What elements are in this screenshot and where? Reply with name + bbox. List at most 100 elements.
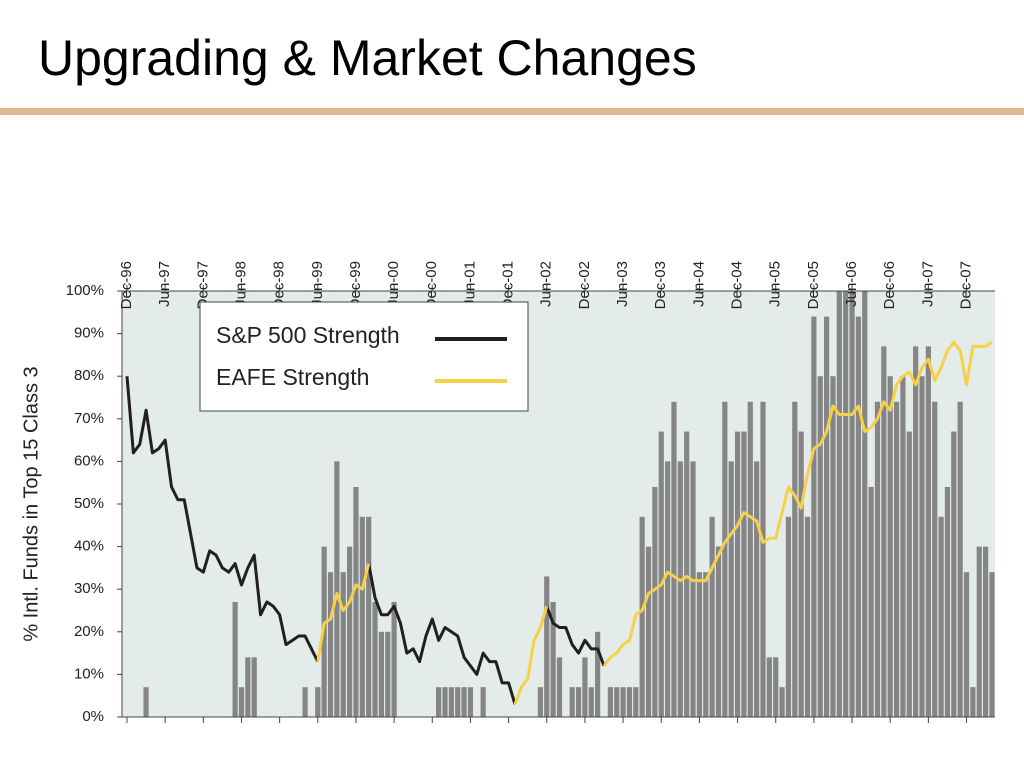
bar xyxy=(785,516,792,717)
bar xyxy=(938,516,944,717)
bar xyxy=(245,657,251,717)
y-tick-label: 20% xyxy=(74,623,104,640)
bar xyxy=(238,687,245,717)
x-tick-label: Jun-05 xyxy=(767,261,784,307)
bar xyxy=(455,687,461,717)
bar xyxy=(957,401,963,717)
y-tick-label: 80% xyxy=(74,367,104,384)
y-tick-label: 30% xyxy=(74,580,104,597)
line-series xyxy=(316,563,371,662)
bar xyxy=(302,687,308,717)
y-tick-label: 40% xyxy=(74,538,104,555)
bar xyxy=(970,687,976,717)
legend-label: S&P 500 Strength xyxy=(216,322,400,348)
bar xyxy=(919,376,925,717)
bar xyxy=(436,687,442,717)
bar xyxy=(340,572,346,717)
bar xyxy=(932,401,938,717)
bar xyxy=(385,631,391,717)
bar xyxy=(798,431,804,717)
bar xyxy=(652,486,658,717)
bar xyxy=(633,687,639,717)
bar xyxy=(372,601,378,717)
bar xyxy=(747,401,753,717)
x-tick-label: Dec-99 xyxy=(347,261,364,309)
x-tick-label: Jun-01 xyxy=(461,261,478,307)
x-tick-label: Jun-00 xyxy=(385,261,402,307)
x-tick-label: Jun-04 xyxy=(690,261,707,307)
x-tick-label: Dec-04 xyxy=(729,261,746,309)
bar xyxy=(944,486,951,717)
bar xyxy=(614,687,620,717)
x-tick-label: Jun-02 xyxy=(538,261,555,307)
y-tick-label: 90% xyxy=(74,325,104,342)
y-tick-label: 60% xyxy=(74,452,104,469)
bar xyxy=(887,376,893,717)
bar xyxy=(976,546,982,717)
bar xyxy=(811,316,817,717)
bar xyxy=(480,687,486,717)
bar xyxy=(830,376,836,717)
bar xyxy=(327,572,334,717)
bar xyxy=(232,601,238,717)
bar xyxy=(709,516,715,717)
x-tick-label: Jun-98 xyxy=(232,261,249,307)
title-rule xyxy=(0,108,1024,115)
bar xyxy=(544,576,550,717)
bar xyxy=(690,461,696,717)
bar xyxy=(715,546,722,717)
x-tick-label: Jun-99 xyxy=(309,261,326,307)
bar xyxy=(855,316,861,717)
line-series xyxy=(513,605,549,705)
y-axis-title: % Intl. Funds in Top 15 Class 3 xyxy=(20,366,42,641)
bar xyxy=(703,572,709,717)
bar xyxy=(607,687,613,717)
bar xyxy=(817,376,823,717)
bar xyxy=(448,687,454,717)
bar xyxy=(728,461,734,717)
bar xyxy=(893,401,900,717)
bar xyxy=(734,431,741,717)
bar xyxy=(467,687,474,717)
x-tick-label: Dec-06 xyxy=(881,261,898,309)
bar xyxy=(359,516,365,717)
bar xyxy=(874,401,881,717)
bar xyxy=(913,346,919,717)
bar xyxy=(696,572,702,717)
line-series xyxy=(367,563,517,705)
bar xyxy=(843,291,849,717)
bar xyxy=(804,516,811,717)
x-tick-label: Dec-98 xyxy=(271,261,288,309)
bar xyxy=(849,291,855,717)
bar xyxy=(773,657,779,717)
slide-title: Upgrading & Market Changes xyxy=(38,30,697,86)
bar xyxy=(779,687,785,717)
bar xyxy=(963,572,970,717)
bar xyxy=(569,687,575,717)
bar xyxy=(951,431,957,717)
x-tick-label: Jun-03 xyxy=(614,261,631,307)
bar xyxy=(391,601,397,717)
bar xyxy=(754,461,760,717)
bar xyxy=(862,291,868,717)
x-tick-label: Dec-96 xyxy=(118,261,135,309)
bar xyxy=(626,687,633,717)
bar xyxy=(881,346,887,717)
bar xyxy=(900,376,906,717)
bar xyxy=(824,316,830,717)
bar xyxy=(677,461,683,717)
y-tick-label: 100% xyxy=(66,282,104,299)
x-tick-label: Dec-97 xyxy=(194,261,211,309)
line-series xyxy=(545,605,606,667)
bar xyxy=(353,486,359,717)
bar xyxy=(766,657,772,717)
bar xyxy=(442,687,448,717)
x-tick-label: Dec-02 xyxy=(576,261,593,309)
bar xyxy=(722,401,728,717)
y-tick-label: 0% xyxy=(82,708,104,725)
bar xyxy=(645,546,652,717)
bar xyxy=(639,516,645,717)
legend-box xyxy=(199,301,529,412)
